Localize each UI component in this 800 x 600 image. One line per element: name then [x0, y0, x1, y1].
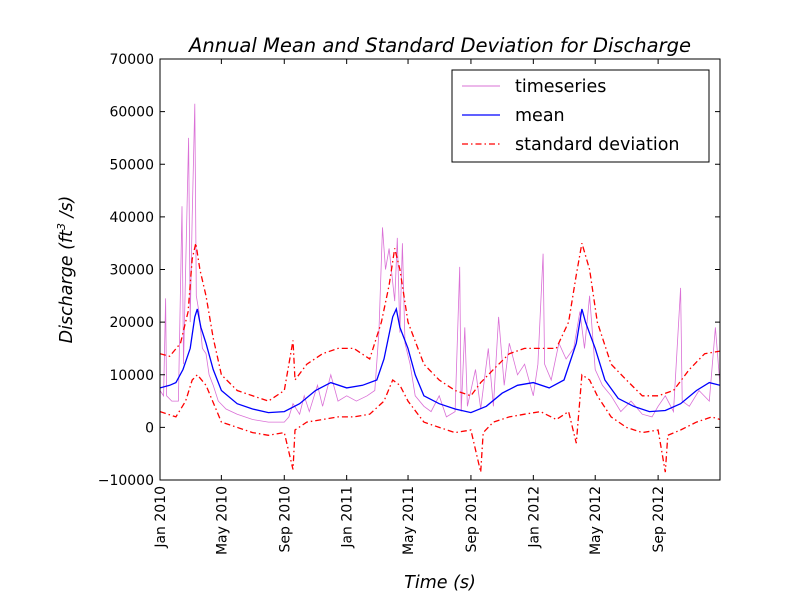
- y-axis-label-prefix: Discharge (: [57, 242, 77, 344]
- x-tick-label: May 2010: [214, 486, 230, 555]
- y-axis-label-suffix: /s): [57, 196, 77, 223]
- legend: timeseries mean standard deviation: [451, 69, 710, 163]
- y-tick-label: 30000: [109, 263, 154, 279]
- y-axis-label: Discharge (ft3 /s): [55, 196, 77, 344]
- standard-deviation-line: [160, 243, 720, 402]
- x-axis: Jan 2010 May 2010 Sep 2010 Jan 2011 May 2011…: [153, 59, 667, 555]
- y-axis-label-exponent: 3: [55, 223, 68, 230]
- y-tick-label: 60000: [109, 105, 154, 121]
- x-tick-label: Jan 2012: [526, 486, 542, 549]
- x-tick-label: Jan 2011: [340, 486, 356, 549]
- x-axis-label: Time (s): [404, 573, 476, 593]
- y-tick-label: 40000: [109, 210, 154, 226]
- chart-title: Annual Mean and Standard Deviation for D…: [187, 34, 691, 57]
- y-tick-label: 10000: [109, 368, 154, 384]
- y-tick-label: 0: [145, 420, 154, 436]
- y-axis-label-variable: ft: [57, 229, 77, 243]
- y-tick-label: −10000: [98, 473, 154, 489]
- series-layer: [160, 103, 720, 473]
- y-tick-label: 70000: [109, 52, 154, 68]
- x-tick-label: May 2011: [401, 486, 417, 555]
- standard-deviation-lower-line: [160, 373, 720, 473]
- x-tick-label: Jan 2010: [153, 486, 169, 549]
- legend-label-mean: mean: [515, 106, 565, 126]
- x-tick-label: May 2012: [588, 486, 604, 555]
- timeseries-line: [160, 103, 720, 423]
- mean-line: [160, 306, 720, 414]
- legend-label-standard-deviation: standard deviation: [515, 135, 680, 155]
- y-axis: −10000 0 10000 20000 30000 40000 50000 60000 700…: [98, 52, 720, 489]
- y-tick-label: 20000: [109, 315, 154, 331]
- x-tick-label: Sep 2011: [464, 486, 480, 552]
- legend-label-timeseries: timeseries: [515, 77, 606, 97]
- x-tick-label: Sep 2012: [651, 486, 667, 552]
- x-tick-label: Sep 2010: [277, 486, 293, 552]
- legend-box: [451, 69, 710, 163]
- y-tick-label: 50000: [109, 157, 154, 173]
